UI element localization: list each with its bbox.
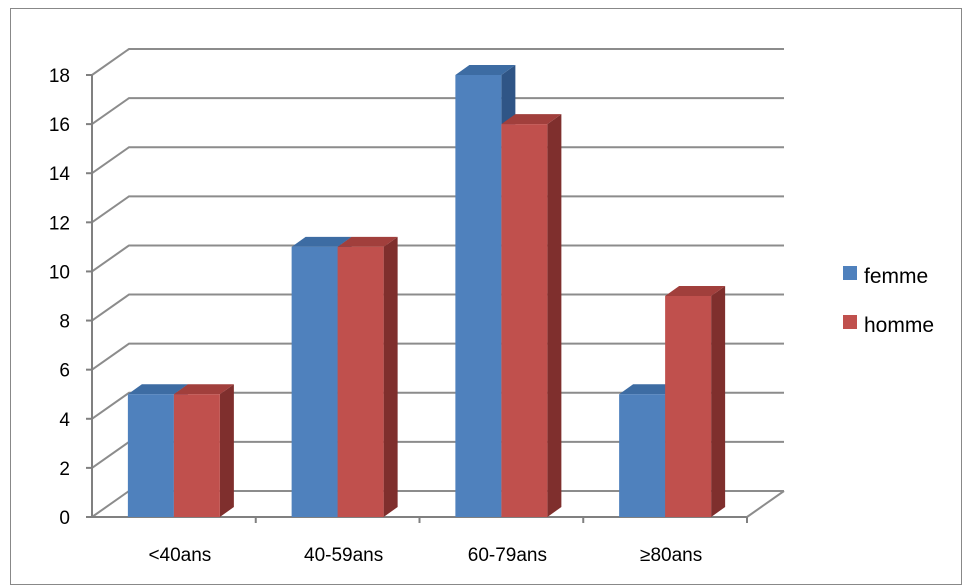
bar-homme xyxy=(665,286,726,517)
bars xyxy=(127,65,726,517)
y-tick-label: 8 xyxy=(59,312,70,333)
floor-edge xyxy=(746,490,785,518)
y-tick-label: 2 xyxy=(59,459,70,480)
y-axis-ticks: 0 2 4 6 8 10 12 14 16 18 xyxy=(49,66,71,529)
legend: femme homme xyxy=(843,265,934,337)
bar-homme xyxy=(337,236,398,517)
x-tick-label: 60-79ans xyxy=(468,545,547,566)
y-tick-label: 10 xyxy=(49,262,70,283)
gridline xyxy=(91,293,784,322)
gridlines xyxy=(91,48,784,518)
bar-homme xyxy=(173,384,234,517)
legend-label-homme: homme xyxy=(864,314,934,337)
x-tick-label: <40ans xyxy=(148,545,211,566)
y-tick-label: 18 xyxy=(49,66,70,87)
legend-swatch-femme xyxy=(843,266,857,280)
gridline xyxy=(91,195,784,224)
x-tick-label: 40-59ans xyxy=(304,545,383,566)
y-tick-label: 4 xyxy=(59,410,70,431)
y-tick-label: 12 xyxy=(49,213,70,234)
gridline xyxy=(91,48,784,76)
gridline xyxy=(91,342,784,371)
gridline xyxy=(91,97,784,125)
y-tick-label: 6 xyxy=(59,361,70,382)
x-tick-label: ≥80ans xyxy=(640,545,702,566)
legend-label-femme: femme xyxy=(864,265,928,288)
gridline xyxy=(91,146,784,175)
y-tick-label: 16 xyxy=(49,115,70,136)
y-tick-label: 0 xyxy=(59,508,70,529)
gridline xyxy=(91,244,784,273)
gridline xyxy=(91,391,784,420)
x-axis-ticks: <40ans 40-59ans 60-79ans ≥80ans xyxy=(148,545,702,566)
legend-swatch-homme xyxy=(843,315,857,329)
bar-homme xyxy=(501,114,562,517)
y-tick-label: 14 xyxy=(49,164,71,185)
